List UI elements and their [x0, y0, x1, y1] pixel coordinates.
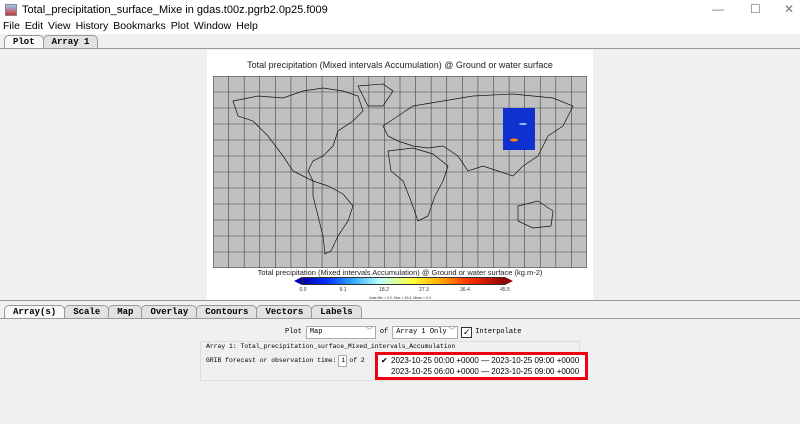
tab-plot[interactable]: Plot: [4, 35, 44, 49]
data-stats: Data Min = 0.0, Max = 45.5, Mean = 0.0: [369, 296, 431, 300]
plot-type-select[interactable]: Map ﹀: [305, 326, 376, 339]
time-dropdown-list: ✔ 2023-10-25 00:00 +0000 — 2023-10-25 09:…: [375, 352, 588, 380]
tab-contours[interactable]: Contours: [196, 305, 258, 319]
array-select[interactable]: Array 1 Only ﹀: [392, 326, 459, 339]
array-select-value: Array 1 Only: [396, 328, 447, 336]
tab-labels[interactable]: Labels: [311, 305, 362, 319]
time-option[interactable]: ✔ 2023-10-25 00:00 +0000 — 2023-10-25 09:…: [378, 355, 585, 366]
array-info: Array 1: Total_precipitation_surface_Mix…: [206, 343, 456, 350]
tab-scale[interactable]: Scale: [64, 305, 110, 319]
colorbar: [302, 277, 505, 285]
plot-title: Total precipitation (Mixed intervals Acc…: [247, 60, 553, 70]
chevron-down-icon: ﹀: [448, 328, 456, 336]
of-label: of: [379, 328, 389, 336]
menu-bookmarks[interactable]: Bookmarks: [113, 20, 166, 32]
colorbar-tick: 36.4: [460, 287, 470, 293]
colorbar-tick: 27.3: [419, 287, 429, 293]
menu-view[interactable]: View: [48, 20, 71, 32]
colorbar-max-arrow: [505, 277, 513, 285]
plot-type-value: Map: [309, 328, 323, 336]
colorbar-tick: 0.0: [299, 287, 307, 293]
plot-label: Plot: [285, 328, 302, 336]
settings-panel: [0, 318, 800, 424]
title-bar: Total_precipitation_surface_Mixe in gdas…: [0, 0, 800, 20]
maximize-button[interactable]: ☐: [750, 2, 761, 16]
plot-panel: [0, 48, 800, 301]
menu-history[interactable]: History: [75, 20, 109, 32]
colorbar-tick: 45.5: [500, 287, 510, 293]
tab-overlay[interactable]: Overlay: [141, 305, 198, 319]
tab-arrays[interactable]: Array(s): [4, 305, 66, 319]
colorbar-tick: 18.2: [379, 287, 389, 293]
app-icon: [5, 4, 17, 16]
menu-help[interactable]: Help: [236, 20, 258, 32]
interpolate-checkbox[interactable]: ✓: [461, 327, 473, 338]
time-option-label: 2023-10-25 00:00 +0000 — 2023-10-25 09:0…: [391, 356, 580, 365]
colorbar-min-arrow: [294, 277, 302, 285]
time-label: GRIB forecast or observation time:: [206, 357, 337, 364]
tab-map[interactable]: Map: [108, 305, 143, 319]
menu-window[interactable]: Window: [193, 20, 232, 32]
tab-vectors[interactable]: Vectors: [256, 305, 313, 319]
menu-plot[interactable]: Plot: [170, 20, 189, 32]
chevron-down-icon: ﹀: [365, 328, 373, 336]
time-option[interactable]: 2023-10-25 06:00 +0000 — 2023-10-25 09:0…: [378, 366, 585, 377]
data-region: [503, 108, 535, 150]
plot-canvas: Total precipitation (Mixed intervals Acc…: [207, 50, 593, 300]
interpolate-label: Interpolate: [475, 328, 522, 336]
menu-bar: File Edit View History Bookmarks Plot Wi…: [0, 20, 800, 34]
coastlines: [232, 83, 574, 255]
time-index-input[interactable]: 1: [338, 355, 348, 367]
menu-file[interactable]: File: [3, 20, 20, 32]
time-of-label: of 2: [349, 357, 365, 364]
tab-array-1[interactable]: Array 1: [42, 35, 99, 49]
window-title: Total_precipitation_surface_Mixe in gdas…: [22, 4, 328, 16]
close-button[interactable]: ✕: [784, 2, 795, 16]
colorbar-title: Total precipitation (Mixed intervals Acc…: [257, 268, 543, 277]
world-map[interactable]: [213, 76, 587, 268]
colorbar-tick: 9.1: [339, 287, 347, 293]
minimize-button[interactable]: —: [712, 2, 724, 16]
check-icon: ✔: [381, 356, 388, 365]
menu-edit[interactable]: Edit: [24, 20, 44, 32]
time-option-label: 2023-10-25 06:00 +0000 — 2023-10-25 09:0…: [391, 367, 580, 376]
